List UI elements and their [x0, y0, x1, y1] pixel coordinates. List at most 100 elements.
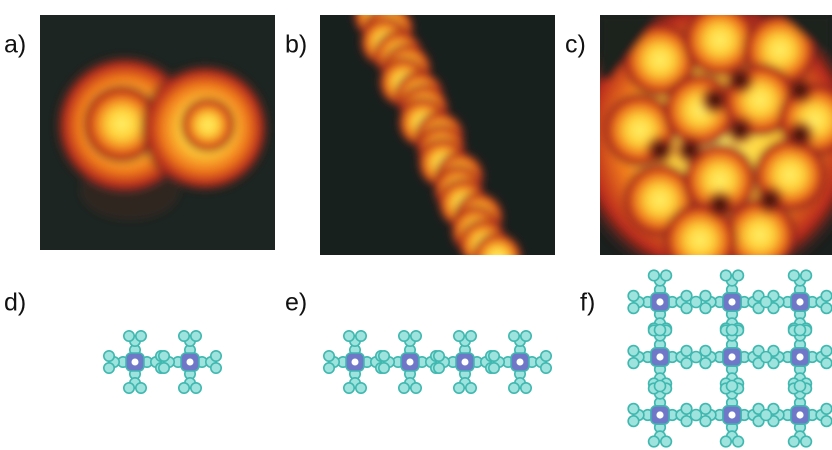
ring	[464, 329, 477, 342]
metal-center	[796, 411, 804, 419]
dark-pore	[703, 188, 737, 222]
metal-center	[656, 411, 664, 419]
ring	[787, 269, 800, 282]
dark-pore	[723, 113, 757, 147]
linker-ring	[793, 379, 807, 393]
linker-ring	[725, 323, 739, 337]
ring	[123, 381, 136, 394]
metal-center	[728, 411, 736, 419]
ring	[342, 381, 355, 394]
ring	[464, 381, 477, 394]
ring	[210, 349, 223, 362]
ring	[627, 357, 640, 370]
molecular-models	[103, 269, 832, 448]
ring	[190, 329, 203, 342]
ring	[820, 415, 832, 428]
metal-center	[186, 358, 194, 366]
ring	[647, 269, 660, 282]
ring	[820, 302, 832, 315]
metal-center	[796, 353, 804, 361]
ring	[103, 349, 116, 362]
ring	[322, 349, 335, 362]
ring	[409, 381, 422, 394]
ring	[659, 269, 673, 282]
molecule	[487, 329, 552, 394]
ring	[354, 329, 367, 342]
ring	[799, 269, 813, 282]
linker-ring	[653, 323, 667, 337]
ring	[178, 329, 191, 342]
ring	[354, 381, 367, 394]
molecule	[432, 329, 497, 394]
ring	[627, 415, 640, 428]
ring	[135, 329, 148, 342]
ring	[158, 349, 171, 362]
ring	[627, 302, 640, 315]
metal-center	[351, 358, 359, 366]
ring	[680, 289, 693, 303]
panel-label: b)	[285, 31, 307, 59]
ring	[322, 361, 335, 374]
linker-ring	[759, 350, 773, 364]
ring	[452, 329, 465, 342]
metal-center	[516, 358, 524, 366]
bright-spot	[471, 231, 524, 255]
ring	[680, 402, 693, 416]
ring	[432, 349, 445, 362]
ring	[820, 357, 832, 370]
panel-label: f)	[580, 289, 595, 317]
dark-pore	[753, 183, 787, 217]
ring	[397, 329, 410, 342]
dark-pore	[673, 133, 707, 167]
ring	[699, 344, 712, 358]
ring	[699, 402, 712, 416]
stm-features-b	[352, 15, 524, 255]
stm-features-c	[600, 15, 832, 255]
metal-center	[728, 353, 736, 361]
metal-center	[131, 358, 139, 366]
ring	[377, 349, 390, 362]
dark-pore	[698, 83, 732, 117]
ring	[397, 381, 410, 394]
dark-pore	[783, 73, 817, 107]
dark-pore	[723, 63, 757, 97]
ring	[103, 361, 116, 374]
bright-spot	[180, 97, 236, 153]
panel-label: d)	[4, 289, 26, 317]
ring	[680, 415, 693, 428]
panel-label: c)	[565, 31, 586, 59]
molecule	[103, 329, 168, 394]
molecule	[699, 382, 765, 448]
metal-center	[406, 358, 414, 366]
panel-label: a)	[4, 31, 26, 59]
ring	[190, 381, 203, 394]
linker-ring	[689, 350, 703, 364]
molecule	[322, 329, 387, 394]
ring	[820, 402, 832, 415]
ring	[627, 344, 640, 358]
molecule	[377, 329, 442, 394]
ring	[820, 289, 832, 302]
ring	[158, 361, 171, 374]
ring	[659, 435, 673, 448]
metal-center	[656, 353, 664, 361]
ring	[680, 344, 693, 358]
ring	[377, 361, 390, 374]
dark-corner	[780, 15, 832, 60]
ring	[647, 435, 660, 448]
linker-ring	[725, 379, 739, 393]
linker-ring	[793, 323, 807, 337]
linker-ring	[689, 408, 703, 422]
linker-ring	[689, 295, 703, 309]
linker-ring	[759, 295, 773, 309]
ring	[731, 269, 745, 282]
ring	[680, 357, 693, 370]
ring	[178, 381, 191, 394]
ring	[452, 381, 465, 394]
linker-ring	[653, 379, 667, 393]
ring	[539, 361, 552, 374]
bright-spot	[682, 15, 758, 78]
ring	[719, 435, 732, 448]
ring	[699, 289, 712, 303]
